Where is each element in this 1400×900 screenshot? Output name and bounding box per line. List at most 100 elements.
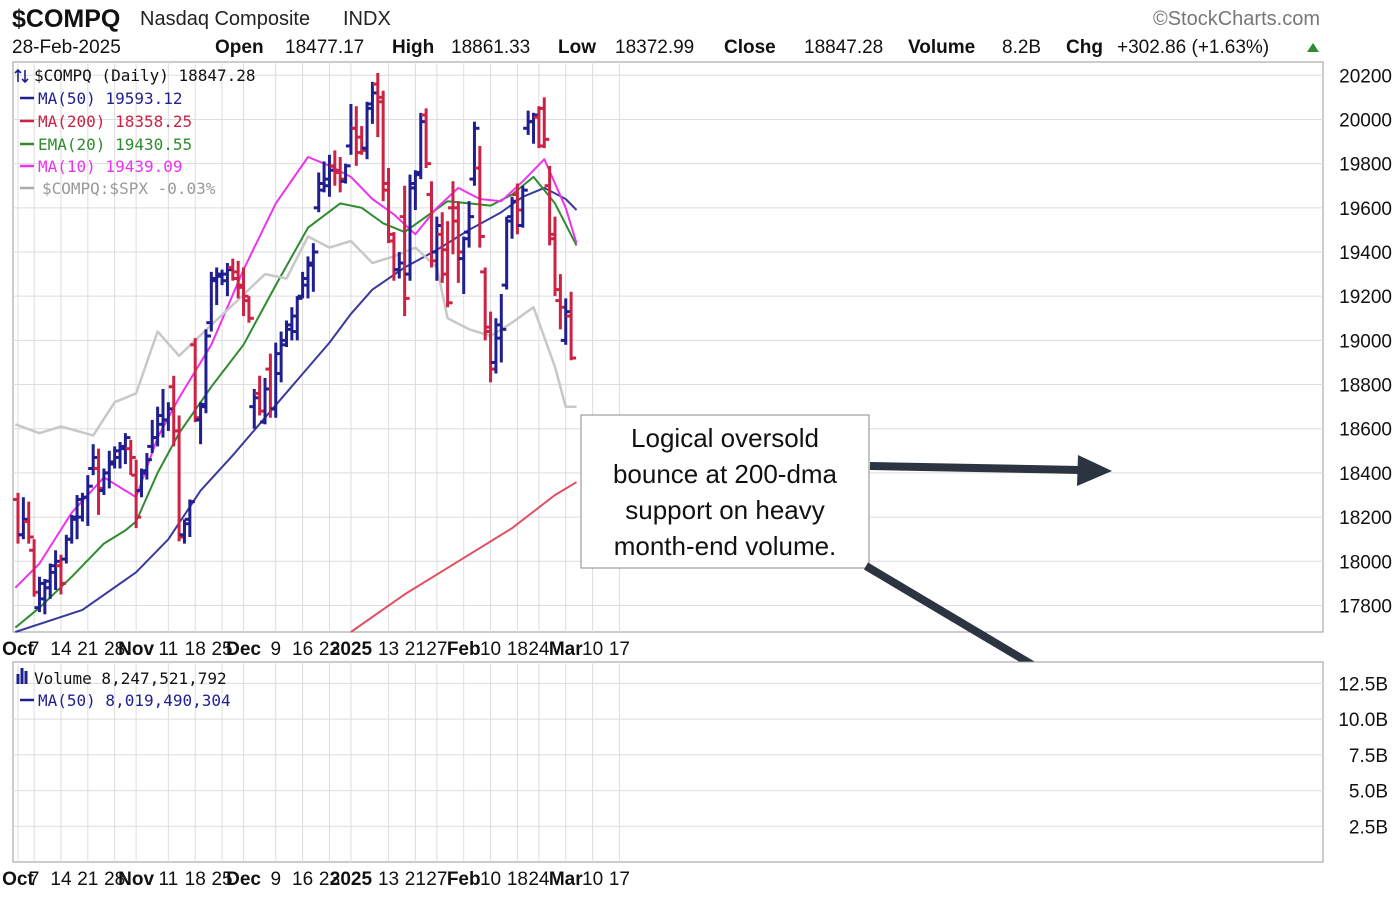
ohlc-bar <box>23 501 34 544</box>
volume-legend: Volume 8,247,521,792 MA(50) 8,019,490,30… <box>16 668 231 710</box>
price-tick-label: 19400 <box>1339 243 1392 264</box>
ohlc-bar <box>517 185 528 228</box>
volume-x-tick-label: 18 <box>185 869 206 890</box>
ma200-line <box>350 481 578 633</box>
legend-ratio: $COMPQ:$SPX -0.03% <box>42 179 216 198</box>
arrow-head-price <box>1077 455 1112 486</box>
price-grid <box>13 62 1323 632</box>
x-tick-label: 27 <box>426 639 447 660</box>
watermark: ©StockCharts.com <box>1153 8 1320 30</box>
legend-main: $COMPQ (Daily) 18847.28 <box>34 66 256 85</box>
volume-x-tick-label: 16 <box>292 869 313 890</box>
ohlc-bar <box>82 475 93 526</box>
volume-x-tick-label: 11 <box>158 869 178 890</box>
ohlc-bar <box>243 296 254 323</box>
annotation-line-2: bounce at 200-dma <box>613 459 838 489</box>
ohlc-bar <box>340 163 351 184</box>
legend-ma200: MA(200) 18358.25 <box>38 112 192 131</box>
volume-icon <box>16 668 28 684</box>
price-tick-label: 19800 <box>1339 155 1392 176</box>
volume-x-tick-label: 2025 <box>330 869 373 890</box>
ohlc-bar <box>125 439 136 476</box>
volume-x-tick-label: 13 <box>378 869 399 890</box>
arrow-to-price <box>869 462 1081 474</box>
volume-x-tick-label: Oct <box>2 869 34 890</box>
ohlc-bar <box>308 243 319 292</box>
volume-x-tick-label: 25 <box>211 869 232 890</box>
volume-tick-label: 2.5B <box>1349 817 1388 838</box>
x-tick-label: 2025 <box>330 639 373 660</box>
legend-ema20: EMA(20) 19430.55 <box>38 135 192 154</box>
x-tick-label: Oct <box>2 639 34 660</box>
price-tick-label: 18600 <box>1339 420 1392 441</box>
x-tick-label: 28 <box>104 639 125 660</box>
header-date: 28-Feb-2025 <box>12 37 121 58</box>
ohlc-bar <box>184 499 195 537</box>
volume-x-tick-label: 21 <box>405 869 426 890</box>
ohlc-icon <box>14 68 29 84</box>
price-tick-label: 18200 <box>1339 508 1392 529</box>
ohlc-bar <box>469 121 480 186</box>
volume-tick-label: 7.5B <box>1349 746 1388 767</box>
x-tick-label: 21 <box>405 639 426 660</box>
x-tick-label: 21 <box>77 639 98 660</box>
x-tick-label: 10 <box>582 639 603 660</box>
volume-x-tick-label: Feb <box>447 869 481 890</box>
x-tick-label: 13 <box>378 639 399 660</box>
price-tick-label: 19200 <box>1339 287 1392 308</box>
ohlc-bar <box>496 293 507 363</box>
volume-x-tick-label: 18 <box>507 869 528 890</box>
ohlc-bar <box>120 433 131 465</box>
price-tick-label: 18400 <box>1339 464 1392 485</box>
volume-value: 8.2B <box>1002 37 1041 58</box>
ohlc-bar <box>399 185 410 317</box>
volume-x-tick-label: 7 <box>29 869 40 890</box>
ohlc-bars <box>13 73 577 615</box>
price-legend: $COMPQ (Daily) 18847.28 MA(50) 19593.12 … <box>14 66 256 198</box>
volume-x-tick-label: 10 <box>582 869 603 890</box>
price-tick-label: 19600 <box>1339 199 1392 220</box>
volume-x-tick-label: 27 <box>426 869 447 890</box>
x-tick-label: 18 <box>185 639 206 660</box>
price-tick-label: 18000 <box>1339 552 1392 573</box>
ohlc-bar <box>131 459 142 529</box>
open-value: 18477.17 <box>285 37 364 58</box>
x-tick-label: 16 <box>292 639 313 660</box>
volume-panel <box>12 661 1324 863</box>
annotation-line-3: support on heavy <box>625 495 824 525</box>
volume-tick-label: 10.0B <box>1338 710 1388 731</box>
volume-tick-label: 5.0B <box>1349 782 1388 803</box>
ohlc-bar <box>200 329 211 414</box>
price-y-axis: 17800 18000 18200 18400 18600 18800 19000 19200… <box>1339 66 1392 617</box>
annotation-line-1: Logical oversold <box>631 423 819 453</box>
volume-tick-label: 12.5B <box>1338 674 1388 695</box>
close-value: 18847.28 <box>804 37 883 58</box>
x-tick-label: 9 <box>270 639 281 660</box>
company-name: Nasdaq Composite <box>140 8 310 30</box>
volume-x-tick-label: Mar <box>549 869 583 890</box>
symbol: $COMPQ <box>12 5 120 33</box>
chg-value: +302.86 (+1.63%) <box>1117 37 1269 58</box>
exchange: INDX <box>343 8 391 30</box>
low-value: 18372.99 <box>615 37 694 58</box>
ohlc-bar <box>539 97 550 149</box>
legend-ma10: MA(10) 19439.09 <box>38 157 183 176</box>
high-value: 18861.33 <box>451 37 530 58</box>
x-tick-label: Mar <box>549 639 583 660</box>
chg-label: Chg <box>1066 37 1103 58</box>
price-tick-label: 17800 <box>1339 596 1392 617</box>
volume-x-tick-label: 28 <box>104 869 125 890</box>
x-tick-label: 25 <box>211 639 232 660</box>
volume-x-tick-label: Nov <box>118 869 154 890</box>
volume-x-tick-label: 24 <box>528 869 550 890</box>
price-tick-label: 20000 <box>1339 110 1392 131</box>
x-tick-label: Dec <box>226 639 261 660</box>
volume-legend-ma50: MA(50) 8,019,490,304 <box>38 691 231 710</box>
x-tick-label: 11 <box>158 639 178 660</box>
low-label: Low <box>558 37 596 58</box>
volume-x-tick-label: Dec <box>226 869 261 890</box>
annotation-box <box>580 414 870 569</box>
